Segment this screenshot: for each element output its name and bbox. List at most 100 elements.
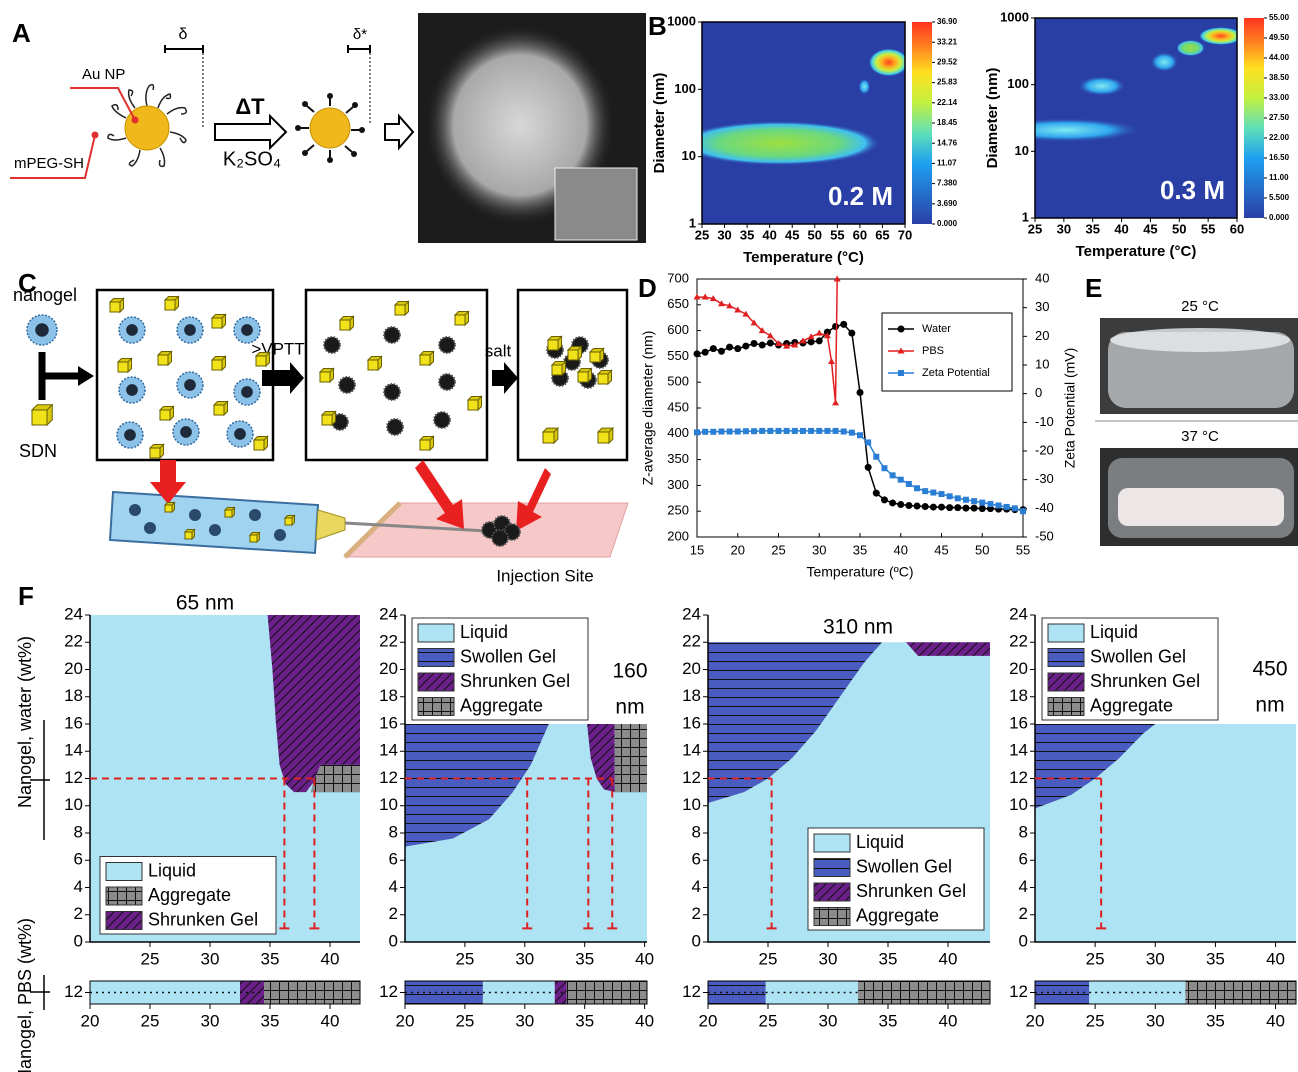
panel-label: A xyxy=(12,18,31,48)
y2-tick-label: 40 xyxy=(1035,270,1049,285)
y-tick-label: 700 xyxy=(667,270,689,285)
legend-swatch xyxy=(1048,624,1084,642)
y2-tick-label: -30 xyxy=(1035,471,1054,486)
legend-swatch xyxy=(814,883,850,901)
y-tick-label: 18 xyxy=(379,686,398,705)
point xyxy=(881,465,887,471)
colorbar xyxy=(1244,18,1264,218)
heat-region xyxy=(678,121,881,165)
colorbar-tick-label: 29.52 xyxy=(937,58,958,67)
point xyxy=(767,428,773,434)
shrunken-nanogel xyxy=(439,337,455,353)
heat-region xyxy=(868,48,909,76)
x-tick-label: 35 xyxy=(261,949,280,968)
legend-label: Shrunken Gel xyxy=(460,671,570,691)
nanogel-core xyxy=(126,384,138,396)
point xyxy=(938,504,945,511)
y-tick-label: 1 xyxy=(1022,209,1029,224)
strip-y-tick-label: 12 xyxy=(379,982,398,1001)
point xyxy=(898,326,905,333)
point xyxy=(947,493,953,499)
point xyxy=(710,345,717,352)
x-tick-label: 35 xyxy=(1085,221,1099,236)
x-tick-label: 45 xyxy=(934,542,948,557)
sdn-cube xyxy=(548,340,558,350)
label: δ* xyxy=(353,26,367,43)
y-axis-label: Diameter (nm) xyxy=(984,68,1001,169)
annotation: nm xyxy=(615,696,644,719)
y-tick-label: 8 xyxy=(692,822,701,841)
sdn-cube xyxy=(165,505,172,512)
legend-swatch xyxy=(418,673,454,691)
legend-swatch xyxy=(1048,649,1084,667)
y-tick-label: 0 xyxy=(74,931,83,950)
y-axis-label: Diameter (nm) xyxy=(651,73,668,174)
y-tick-label: 8 xyxy=(74,822,83,841)
point xyxy=(946,504,953,511)
point xyxy=(890,472,896,478)
sdn-cube xyxy=(32,410,47,425)
x-tick-label: 40 xyxy=(635,949,654,968)
y-tick-label: 16 xyxy=(379,713,398,732)
x-tick-label: 30 xyxy=(201,949,220,968)
y-tick-label: 14 xyxy=(682,741,701,760)
point xyxy=(849,430,855,436)
label: Injection Site xyxy=(496,566,593,585)
y-tick-label: 550 xyxy=(667,348,689,363)
y-tick-label: 24 xyxy=(64,604,83,623)
sdn-cube xyxy=(250,535,257,542)
legend-label: Shrunken Gel xyxy=(1090,671,1200,691)
y-tick-label: 6 xyxy=(389,850,398,869)
x-tick-label: 30 xyxy=(1146,949,1165,968)
legend-label: Aggregate xyxy=(856,905,939,925)
point xyxy=(914,503,921,510)
legend-swatch xyxy=(418,624,454,642)
y-tick-label: 10 xyxy=(682,148,696,163)
strip-x-tick-label: 30 xyxy=(819,1011,838,1030)
y-tick-label: 10 xyxy=(682,795,701,814)
y-tick-label: 12 xyxy=(64,768,83,787)
phase-region xyxy=(615,724,647,792)
sdn-cube xyxy=(256,356,266,366)
point xyxy=(906,481,912,487)
heat-region xyxy=(858,79,870,95)
y-tick-label: 22 xyxy=(1009,632,1028,651)
colorbar-tick-label: 14.76 xyxy=(937,138,958,147)
colorbar-tick-label: 11.00 xyxy=(1269,173,1289,182)
y-tick-label: 24 xyxy=(1009,604,1028,623)
y-tick-label: 24 xyxy=(379,604,398,623)
x-axis-label: Temperature (ºC) xyxy=(806,564,913,580)
y-tick-label: 8 xyxy=(389,822,398,841)
x-tick-label: 40 xyxy=(1114,221,1128,236)
y-tick-label: 4 xyxy=(389,877,398,896)
label: 37 °C xyxy=(1181,428,1219,445)
point xyxy=(718,429,724,435)
shrunken-nanogel xyxy=(387,419,403,435)
colorbar-tick-label: 11.07 xyxy=(937,159,957,168)
strip-y-tick-label: 12 xyxy=(64,982,83,1001)
panel-label: B xyxy=(648,11,667,41)
y-tick-label: 2 xyxy=(692,904,701,923)
point xyxy=(751,428,757,434)
x-tick-label: 30 xyxy=(819,949,838,968)
y-tick-label: 350 xyxy=(667,451,689,466)
legend-swatch xyxy=(814,908,850,926)
sdn-cube xyxy=(590,352,600,362)
y-tick-label: 2 xyxy=(1019,904,1028,923)
legend-label: Swollen Gel xyxy=(460,646,556,666)
nanogel-core xyxy=(124,429,136,441)
legend-label: Shrunken Gel xyxy=(148,909,258,929)
point xyxy=(962,505,969,512)
point xyxy=(816,337,823,344)
sdn-cube xyxy=(455,315,465,325)
colorbar-tick-label: 16.50 xyxy=(1269,153,1290,162)
point xyxy=(841,429,847,435)
point xyxy=(939,491,945,497)
y-tick-label: 100 xyxy=(1007,76,1029,91)
shrunken-nanogel xyxy=(324,337,340,353)
x-tick-label: 50 xyxy=(808,227,822,242)
sdn-cube xyxy=(568,350,578,360)
y-tick-label: 10 xyxy=(64,795,83,814)
sdn-cube xyxy=(420,355,430,365)
nanogel-core xyxy=(184,379,196,391)
